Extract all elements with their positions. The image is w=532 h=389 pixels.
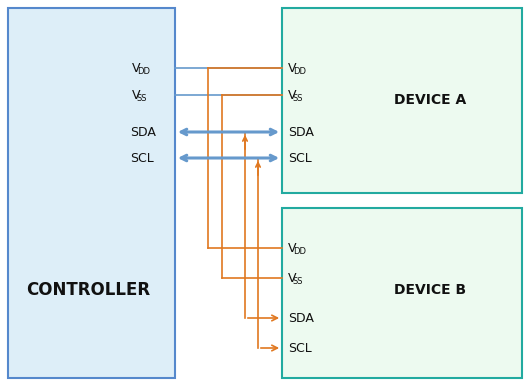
Text: SDA: SDA <box>288 126 314 138</box>
Text: SS: SS <box>293 93 303 102</box>
Text: DEVICE B: DEVICE B <box>394 283 466 297</box>
Text: SCL: SCL <box>288 151 312 165</box>
Bar <box>282 8 522 193</box>
Text: V: V <box>288 272 296 284</box>
Text: SCL: SCL <box>288 342 312 354</box>
Text: SS: SS <box>137 93 147 102</box>
Text: V: V <box>132 61 140 75</box>
Text: DD: DD <box>293 247 306 256</box>
Text: V: V <box>132 89 140 102</box>
Text: V: V <box>288 61 296 75</box>
Text: V: V <box>288 242 296 254</box>
Bar <box>8 8 175 378</box>
Text: CONTROLLER: CONTROLLER <box>26 281 150 299</box>
Text: SS: SS <box>293 277 303 286</box>
Text: SDA: SDA <box>130 126 156 138</box>
Text: DEVICE A: DEVICE A <box>394 93 466 107</box>
Text: V: V <box>288 89 296 102</box>
Text: DD: DD <box>137 67 150 75</box>
Bar <box>282 208 522 378</box>
Text: SDA: SDA <box>288 312 314 324</box>
Text: SCL: SCL <box>130 151 154 165</box>
Text: DD: DD <box>293 67 306 75</box>
